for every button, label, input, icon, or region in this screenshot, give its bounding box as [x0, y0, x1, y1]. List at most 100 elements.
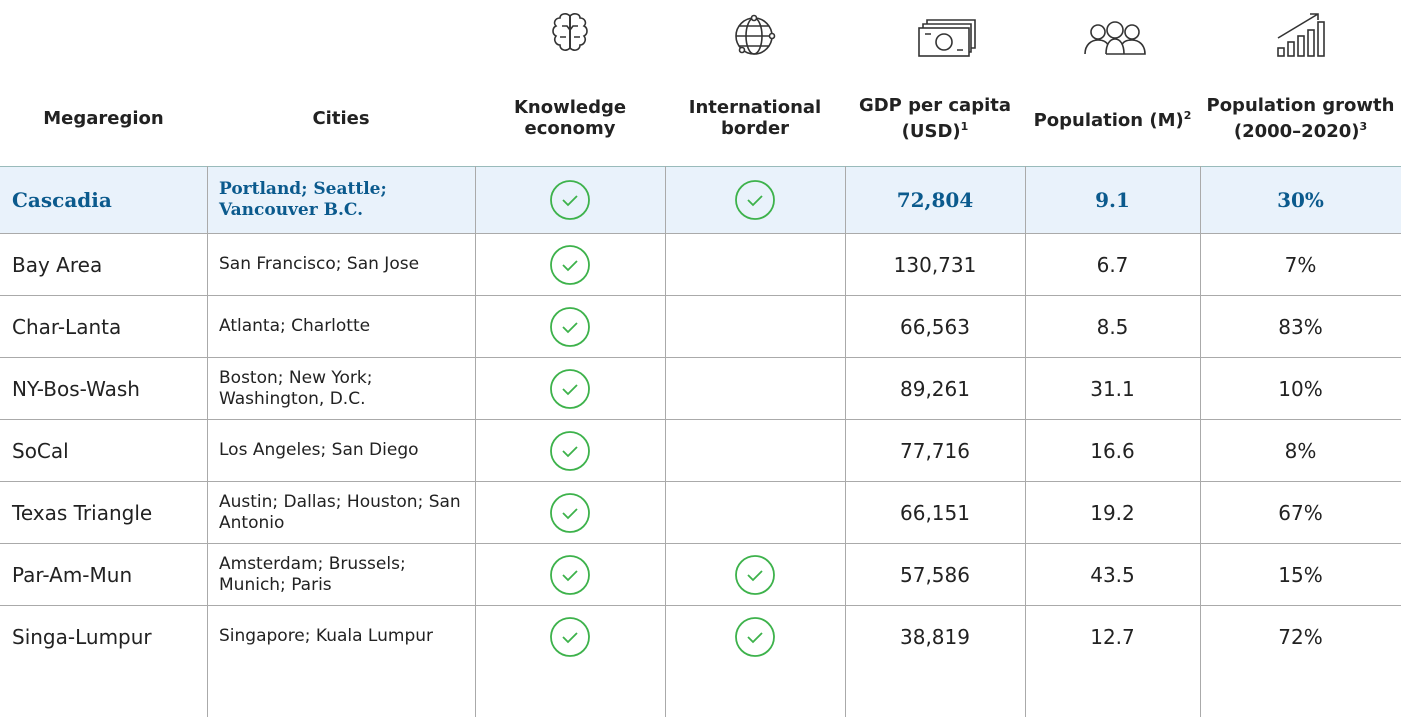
table-cell: Texas Triangle: [0, 481, 207, 543]
column-header: Knowledge economy: [475, 70, 665, 166]
table-cell: Boston; New York; Washington, D.C.: [207, 357, 475, 419]
cell-text: 89,261: [900, 376, 970, 401]
table-cell: Cascadia: [0, 166, 207, 233]
cell-text: Los Angeles; San Diego: [219, 440, 419, 460]
cell-text: 10%: [1278, 376, 1323, 401]
table-cell: 12.7: [1025, 605, 1200, 667]
header-label: Cities: [312, 107, 370, 129]
table-cell: 38,819: [845, 605, 1025, 667]
cell-text: Char-Lanta: [12, 314, 122, 339]
cell-text: 77,716: [900, 438, 970, 463]
table-cell: [475, 295, 665, 357]
check-icon: [735, 180, 775, 220]
table-cell: 31.1: [1025, 357, 1200, 419]
check-icon: [550, 368, 590, 409]
cell-text: 15%: [1278, 562, 1323, 587]
table-cell: NY-Bos-Wash: [0, 357, 207, 419]
table-cell: SoCal: [0, 419, 207, 481]
check-icon: [550, 616, 590, 657]
table-cell: [475, 543, 665, 605]
cell-text: 72%: [1278, 624, 1323, 649]
table-cell: 7%: [1200, 233, 1401, 295]
table-cell: 6.7: [1025, 233, 1200, 295]
cell-text: 57,586: [900, 562, 970, 587]
brain-icon: [552, 13, 588, 51]
cell-text: Cascadia: [12, 188, 112, 212]
table-cell: 10%: [1200, 357, 1401, 419]
cell-text: 6.7: [1096, 252, 1129, 277]
header-label: GDP per capita (USD): [858, 94, 1012, 142]
table-cell: Singapore; Kuala Lumpur: [207, 605, 475, 667]
money-icon: [918, 19, 976, 57]
cell-text: Bay Area: [12, 252, 103, 277]
table-cell: [475, 233, 665, 295]
cell-text: Boston; New York; Washington, D.C.: [219, 367, 373, 409]
table-cell: [475, 166, 665, 233]
cell-text: Atlanta; Charlotte: [219, 316, 371, 336]
column-divider: [665, 166, 666, 717]
header-label: Megaregion: [43, 107, 164, 129]
table-cell: 67%: [1200, 481, 1401, 543]
table-cell: 15%: [1200, 543, 1401, 605]
table-cell: 9.1: [1025, 166, 1200, 233]
table-cell: Par-Am-Mun: [0, 543, 207, 605]
check-icon: [550, 306, 590, 347]
check-icon: [550, 244, 590, 285]
table-cell: Los Angeles; San Diego: [207, 419, 475, 481]
cell-text: 16.6: [1090, 438, 1135, 463]
table-cell: [665, 605, 845, 667]
cell-text: 38,819: [900, 624, 970, 649]
column-header: Population (M)2: [1025, 70, 1200, 166]
table-cell: [665, 166, 845, 233]
column-divider: [1200, 166, 1201, 717]
header-text: GDP per capita (USD)1: [849, 95, 1021, 142]
check-icon: [550, 492, 590, 533]
cell-text: 9.1: [1095, 188, 1130, 212]
table-cell: [475, 481, 665, 543]
table-cell: 83%: [1200, 295, 1401, 357]
header-text: Population (M)2: [1034, 105, 1192, 131]
cell-text: NY-Bos-Wash: [12, 376, 140, 401]
table-cell: Atlanta; Charlotte: [207, 295, 475, 357]
column-divider: [475, 166, 476, 717]
cell-text: Par-Am-Mun: [12, 562, 133, 587]
table-cell: 19.2: [1025, 481, 1200, 543]
header-text: Knowledge economy: [479, 97, 661, 139]
growth-icon: [1277, 13, 1325, 57]
globe-icon: [735, 14, 776, 55]
header-label: Knowledge economy: [513, 97, 627, 139]
check-icon: [550, 554, 590, 595]
cell-text: Singa-Lumpur: [12, 624, 152, 649]
column-header: International border: [665, 70, 845, 166]
table-cell: 30%: [1200, 166, 1401, 233]
cell-text: Amsterdam; Brussels; Munich; Paris: [219, 553, 406, 595]
cell-text: 72,804: [896, 188, 974, 212]
table-cell: 72%: [1200, 605, 1401, 667]
column-header: Population growth (2000–2020)3: [1200, 70, 1401, 166]
cell-text: SoCal: [12, 438, 69, 463]
table-cell: 8.5: [1025, 295, 1200, 357]
column-divider: [1025, 166, 1026, 717]
people-icon: [1084, 21, 1146, 55]
cell-text: 8.5: [1096, 314, 1129, 339]
table-cell: Singa-Lumpur: [0, 605, 207, 667]
cell-text: 66,151: [900, 500, 970, 525]
cell-text: Austin; Dallas; Houston; San Antonio: [219, 491, 461, 533]
header-label: Population growth (2000–2020): [1206, 94, 1395, 142]
cell-text: 19.2: [1090, 500, 1135, 525]
column-header: GDP per capita (USD)1: [845, 70, 1025, 166]
column-header: Megaregion: [0, 70, 207, 166]
table-cell: [665, 233, 845, 295]
header-text: Cities: [312, 108, 369, 129]
table-cell: [475, 357, 665, 419]
table-cell: [665, 481, 845, 543]
cell-text: 30%: [1277, 188, 1324, 212]
table-cell: 77,716: [845, 419, 1025, 481]
table-cell: [665, 419, 845, 481]
table-cell: [665, 357, 845, 419]
table-cell: Portland; Seattle; Vancouver B.C.: [207, 166, 475, 233]
table-cell: [665, 543, 845, 605]
table-cell: Austin; Dallas; Houston; San Antonio: [207, 481, 475, 543]
table-cell: 57,586: [845, 543, 1025, 605]
